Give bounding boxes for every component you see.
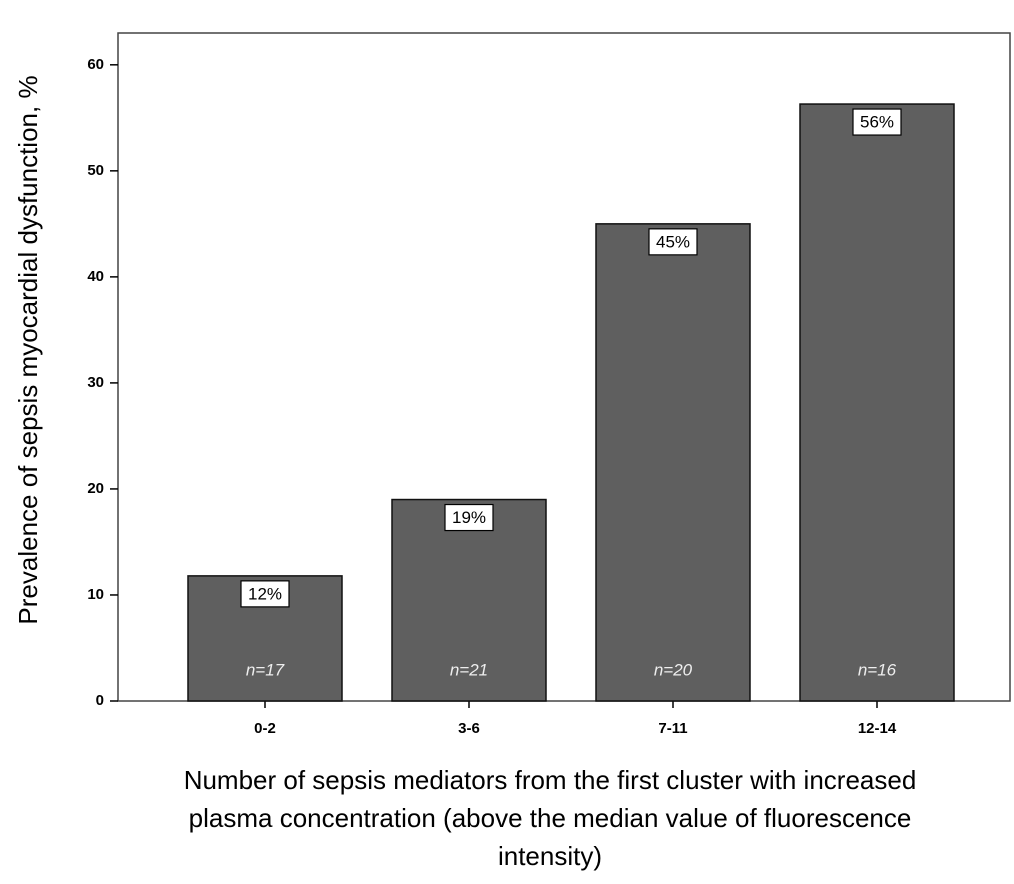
y-tick-label: 50: [87, 162, 104, 179]
value-label: 12%: [248, 584, 282, 603]
x-axis-title: plasma concentration (above the median v…: [189, 803, 912, 833]
y-tick-label: 60: [87, 56, 104, 73]
y-tick-label: 20: [87, 480, 104, 497]
x-tick-label: 0-2: [254, 720, 276, 737]
value-label: 56%: [860, 113, 894, 132]
value-label-box: [648, 228, 698, 256]
x-tick-label: 7-11: [658, 720, 687, 737]
bar: [595, 223, 751, 702]
n-label: n=16: [858, 660, 897, 679]
bar: [187, 575, 343, 702]
value-label-box: [240, 580, 290, 608]
plot-frame: [117, 32, 1011, 702]
value-label-box: [852, 108, 902, 136]
y-tick-label: 40: [87, 268, 104, 285]
bar: [391, 498, 547, 702]
x-axis-title: intensity): [498, 841, 602, 871]
n-label: n=21: [450, 660, 488, 679]
x-tick-label: 3-6: [458, 720, 480, 737]
y-tick-label: 0: [96, 692, 104, 709]
value-label-box: [444, 503, 494, 532]
y-tick-label: 30: [87, 374, 104, 391]
y-tick-label: 10: [87, 586, 104, 603]
value-label: 19%: [452, 508, 486, 527]
x-tick-label: 12-14: [858, 720, 897, 737]
n-label: n=20: [654, 660, 693, 679]
n-label: n=17: [246, 660, 285, 679]
value-label: 45%: [656, 232, 690, 251]
bar: [799, 103, 955, 702]
y-axis-title: Prevalence of sepsis myocardial dysfunct…: [13, 75, 43, 624]
x-axis-title: Number of sepsis mediators from the firs…: [184, 765, 917, 795]
